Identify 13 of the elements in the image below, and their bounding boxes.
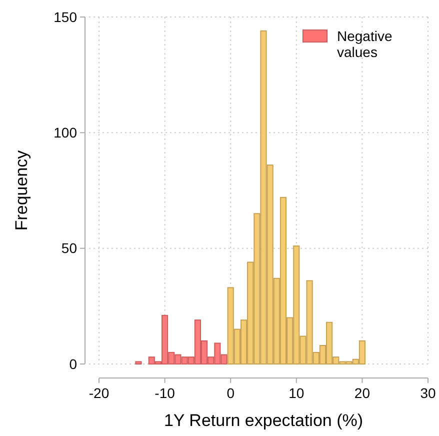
y-tick-label: 150	[54, 8, 78, 25]
y-axis-title: Frequency	[12, 150, 31, 231]
x-tick-label: 0	[226, 385, 235, 401]
x-tick-label: 30	[420, 385, 436, 401]
y-tick-label: 50	[61, 240, 78, 256]
x-tick-label: 20	[354, 385, 370, 401]
legend-label: Negative values	[337, 28, 392, 60]
x-tick-label: 10	[288, 385, 304, 401]
x-tick-label: -10	[154, 385, 176, 401]
x-axis-title: 1Y Return expectation (%)	[164, 411, 364, 430]
y-tick-label: 100	[54, 124, 78, 141]
y-tick-label: 0	[69, 356, 78, 372]
x-tick-label: -20	[88, 385, 110, 401]
